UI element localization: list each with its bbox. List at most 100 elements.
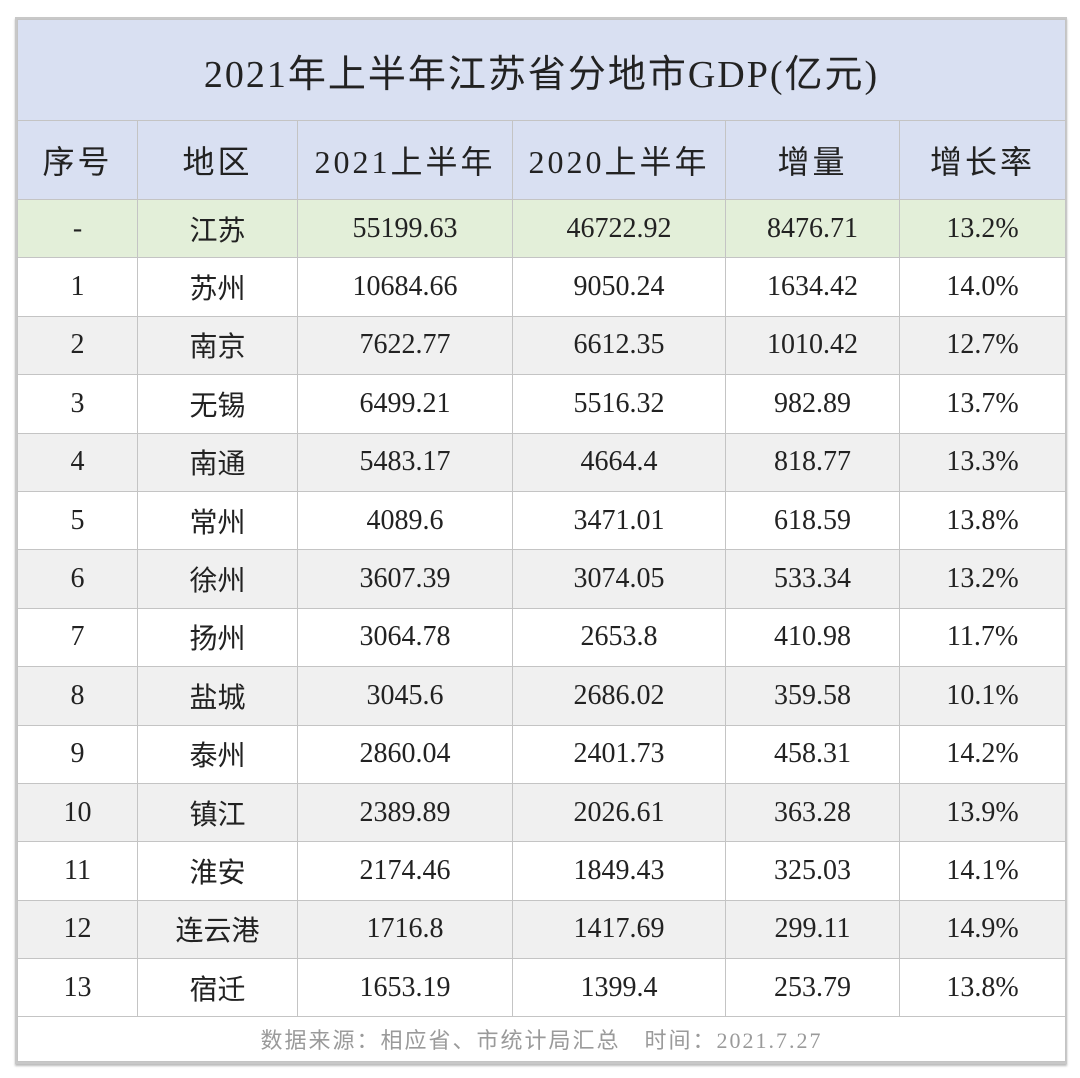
cell-gdp-2021h1: 7622.77 [297, 315, 513, 376]
cell-growth-rate: 12.7% [898, 315, 1067, 376]
column-header-gdp-2021h1: 2021上半年 [297, 120, 513, 200]
cell-gdp-2020h1: 6612.35 [512, 315, 726, 376]
cell-gdp-2021h1: 6499.21 [297, 374, 513, 434]
cell-gdp-2021h1: 1653.19 [297, 958, 513, 1018]
cell-index: 8 [17, 666, 138, 726]
cell-growth-rate: 14.2% [898, 724, 1067, 784]
table-row: 5 常州 4089.6 3471.01 618.59 13.8% [17, 490, 1067, 551]
cell-gdp-2021h1: 3064.78 [297, 607, 513, 668]
gdp-table-container: 2021年上半年江苏省分地市GDP(亿元) 序号 地区 2021上半年 2020上半年… [15, 17, 1067, 1065]
table-title: 2021年上半年江苏省分地市GDP(亿元) [16, 19, 1067, 121]
cell-increase: 325.03 [725, 841, 900, 901]
cell-increase: 359.58 [725, 666, 900, 726]
column-header-growth-rate: 增长率 [898, 120, 1067, 200]
cell-region: 镇江 [137, 782, 298, 843]
cell-increase: 982.89 [725, 374, 900, 434]
cell-increase: 458.31 [725, 724, 900, 784]
cell-gdp-2020h1: 3074.05 [512, 549, 726, 609]
gdp-table: 2021年上半年江苏省分地市GDP(亿元) 序号 地区 2021上半年 2020上半年… [16, 19, 1067, 1063]
cell-index: 7 [17, 607, 138, 668]
cell-region: 淮安 [137, 841, 298, 901]
cell-region: 江苏 [137, 198, 298, 259]
cell-increase: 1634.42 [725, 257, 900, 317]
cell-growth-rate: 13.8% [898, 490, 1067, 551]
cell-index: 13 [17, 958, 138, 1018]
cell-growth-rate: 13.8% [898, 958, 1067, 1018]
table-row: 11 淮安 2174.46 1849.43 325.03 14.1% [17, 841, 1067, 901]
cell-region: 无锡 [137, 374, 298, 434]
cell-gdp-2021h1: 3045.6 [297, 666, 513, 726]
cell-gdp-2020h1: 1849.43 [512, 841, 726, 901]
cell-gdp-2021h1: 2860.04 [297, 724, 513, 784]
cell-increase: 533.34 [725, 549, 900, 609]
cell-growth-rate: 13.3% [898, 432, 1067, 492]
cell-increase: 410.98 [725, 607, 900, 668]
cell-index: 9 [17, 724, 138, 784]
cell-region: 苏州 [137, 257, 298, 317]
cell-gdp-2020h1: 2026.61 [512, 782, 726, 843]
cell-gdp-2020h1: 4664.4 [512, 432, 726, 492]
table-row: 8 盐城 3045.6 2686.02 359.58 10.1% [17, 666, 1067, 726]
cell-gdp-2021h1: 10684.66 [297, 257, 513, 317]
column-header-region: 地区 [137, 120, 298, 200]
cell-region: 泰州 [137, 724, 298, 784]
cell-growth-rate: 13.2% [898, 198, 1067, 259]
cell-growth-rate: 14.1% [898, 841, 1067, 901]
cell-gdp-2020h1: 46722.92 [512, 198, 726, 259]
cell-index: 5 [17, 490, 138, 551]
cell-increase: 8476.71 [725, 198, 900, 259]
cell-gdp-2020h1: 1417.69 [512, 899, 726, 960]
cell-gdp-2021h1: 55199.63 [297, 198, 513, 259]
cell-increase: 299.11 [725, 899, 900, 960]
cell-increase: 363.28 [725, 782, 900, 843]
cell-gdp-2020h1: 9050.24 [512, 257, 726, 317]
cell-gdp-2020h1: 2653.8 [512, 607, 726, 668]
table-row: 9 泰州 2860.04 2401.73 458.31 14.2% [17, 724, 1067, 784]
cell-region: 盐城 [137, 666, 298, 726]
column-header-increase: 增量 [725, 120, 900, 200]
column-header-index: 序号 [17, 120, 138, 200]
table-row: 13 宿迁 1653.19 1399.4 253.79 13.8% [17, 958, 1067, 1018]
cell-region: 南通 [137, 432, 298, 492]
cell-gdp-2020h1: 1399.4 [512, 958, 726, 1018]
cell-region: 扬州 [137, 607, 298, 668]
table-row: 12 连云港 1716.8 1417.69 299.11 14.9% [17, 899, 1067, 960]
cell-gdp-2021h1: 3607.39 [297, 549, 513, 609]
cell-index: 6 [17, 549, 138, 609]
table-row: 3 无锡 6499.21 5516.32 982.89 13.7% [17, 374, 1067, 434]
cell-gdp-2021h1: 1716.8 [297, 899, 513, 960]
cell-region: 宿迁 [137, 958, 298, 1018]
cell-increase: 253.79 [725, 958, 900, 1018]
cell-index: 4 [17, 432, 138, 492]
cell-index: 10 [17, 782, 138, 843]
cell-growth-rate: 11.7% [898, 607, 1067, 668]
cell-increase: 618.59 [725, 490, 900, 551]
table-row: 1 苏州 10684.66 9050.24 1634.42 14.0% [17, 257, 1067, 317]
cell-index: 1 [17, 257, 138, 317]
cell-region: 南京 [137, 315, 298, 376]
cell-gdp-2021h1: 2174.46 [297, 841, 513, 901]
cell-growth-rate: 14.0% [898, 257, 1067, 317]
cell-growth-rate: 13.9% [898, 782, 1067, 843]
cell-index: 11 [17, 841, 138, 901]
source-footer: 数据来源：相应省、市统计局汇总 时间：2021.7.27 [16, 1016, 1067, 1063]
cell-gdp-2021h1: 4089.6 [297, 490, 513, 551]
cell-increase: 818.77 [725, 432, 900, 492]
cell-gdp-2021h1: 5483.17 [297, 432, 513, 492]
cell-growth-rate: 13.7% [898, 374, 1067, 434]
cell-gdp-2020h1: 2401.73 [512, 724, 726, 784]
column-header-gdp-2020h1: 2020上半年 [512, 120, 726, 200]
cell-gdp-2021h1: 2389.89 [297, 782, 513, 843]
cell-index: 2 [17, 315, 138, 376]
cell-gdp-2020h1: 5516.32 [512, 374, 726, 434]
table-row: 4 南通 5483.17 4664.4 818.77 13.3% [17, 432, 1067, 492]
table-row: 7 扬州 3064.78 2653.8 410.98 11.7% [17, 607, 1067, 668]
cell-gdp-2020h1: 2686.02 [512, 666, 726, 726]
table-row-total: - 江苏 55199.63 46722.92 8476.71 13.2% [17, 198, 1067, 259]
cell-increase: 1010.42 [725, 315, 900, 376]
cell-growth-rate: 10.1% [898, 666, 1067, 726]
cell-region: 常州 [137, 490, 298, 551]
table-row: 2 南京 7622.77 6612.35 1010.42 12.7% [17, 315, 1067, 376]
cell-index: 3 [17, 374, 138, 434]
cell-region: 徐州 [137, 549, 298, 609]
